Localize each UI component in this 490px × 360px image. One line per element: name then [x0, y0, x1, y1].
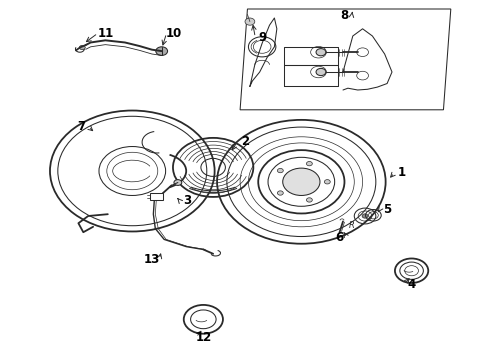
Circle shape: [324, 180, 330, 184]
Circle shape: [245, 18, 255, 25]
Circle shape: [277, 168, 283, 173]
Polygon shape: [240, 9, 451, 110]
Text: 1: 1: [398, 166, 406, 179]
Text: 11: 11: [97, 27, 114, 40]
Circle shape: [306, 162, 312, 166]
Circle shape: [283, 168, 320, 195]
Text: R: R: [349, 220, 355, 230]
Text: 6: 6: [336, 231, 343, 244]
Text: 5: 5: [383, 203, 391, 216]
Text: 9: 9: [259, 31, 267, 44]
Circle shape: [174, 180, 182, 185]
Text: 13: 13: [144, 253, 160, 266]
Circle shape: [316, 49, 326, 56]
Text: 8: 8: [341, 9, 348, 22]
Text: 3: 3: [183, 194, 191, 207]
Circle shape: [362, 214, 368, 218]
Circle shape: [156, 47, 168, 55]
Circle shape: [79, 45, 85, 50]
Circle shape: [306, 198, 312, 202]
FancyBboxPatch shape: [150, 193, 163, 200]
Text: 4: 4: [408, 278, 416, 291]
Circle shape: [316, 68, 326, 76]
Text: 12: 12: [195, 331, 212, 344]
Text: 10: 10: [166, 27, 182, 40]
Text: 7: 7: [77, 120, 85, 133]
Circle shape: [277, 191, 283, 195]
Text: 2: 2: [241, 135, 249, 148]
